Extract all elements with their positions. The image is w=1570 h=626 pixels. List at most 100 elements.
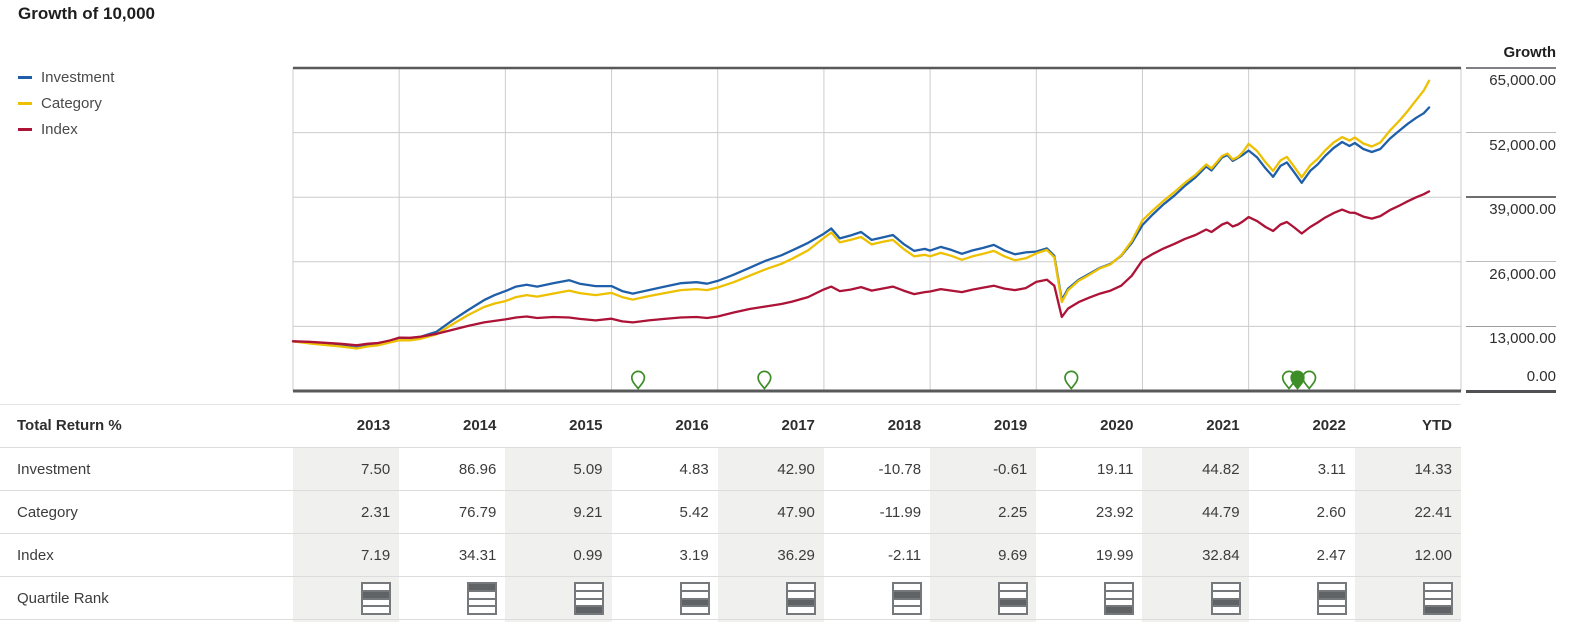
return-value-cell: 7.19 [360,547,391,564]
axis-tick-line [1466,132,1556,134]
return-value-cell: 22.41 [1414,504,1452,521]
quartile-segment [363,599,390,606]
quartile-rank-icon[interactable] [467,582,498,615]
return-value-cell: 3.19 [679,547,709,564]
quartile-segment [787,591,814,598]
quartile-segment [469,591,496,598]
return-value-cell: 47.90 [777,504,815,521]
quartile-segment [1106,591,1133,598]
row-label-quartile-rank: Quartile Rank [17,590,109,607]
table-row-separator [0,404,1461,405]
axis-tick-label: 52,000.00 [1489,136,1556,154]
manager-change-pin-icon[interactable] [630,370,646,390]
manager-change-pin-icon[interactable] [1064,370,1079,390]
quartile-segment [1318,599,1345,606]
quartile-segment [787,584,814,590]
return-value-cell: 7.50 [360,461,391,478]
column-header: 2017 [781,417,815,434]
chart-legend: Investment Category Index [18,64,114,142]
quartile-rank-icon[interactable] [1423,582,1453,615]
return-value-cell: 34.31 [458,547,497,564]
quartile-segment [469,599,496,606]
quartile-segment [1425,591,1451,598]
row-label-investment: Investment [17,461,91,478]
row-label-category: Category [17,504,78,521]
table-row-separator [0,576,1461,577]
table-row-separator [0,490,1461,491]
legend-item-index[interactable]: Index [18,116,114,142]
column-header: 2016 [675,417,709,434]
series-line-category [291,79,1431,350]
quartile-rank-icon[interactable] [998,582,1029,615]
legend-dash-icon [18,101,32,105]
quartile-segment [1425,607,1451,613]
quartile-segment [894,599,921,606]
quartile-rank-icon[interactable] [1104,582,1135,615]
legend-item-investment[interactable]: Investment [18,64,114,90]
quartile-segment [1106,599,1133,606]
column-header: YTD [1422,417,1452,434]
return-value-cell: 19.11 [1097,461,1134,478]
quartile-segment [1212,599,1239,606]
quartile-segment [575,591,602,598]
axis-tick-label: 0.00 [1526,368,1556,385]
return-value-cell: 12.00 [1414,547,1452,564]
quartile-segment [469,584,496,590]
quartile-segment [1106,584,1133,590]
return-value-cell: 3.11 [1317,461,1346,478]
quartile-rank-icon[interactable] [785,582,816,615]
quartile-segment [1425,599,1451,606]
quartile-segment [1000,607,1027,613]
return-value-cell: -11.99 [879,504,922,521]
quartile-rank-icon[interactable] [1210,582,1241,615]
quartile-rank-icon[interactable] [573,582,604,615]
quartile-segment [1318,607,1345,613]
return-value-cell: 86.96 [458,461,497,478]
return-value-cell: 0.99 [573,547,603,564]
axis-tick-line [1466,261,1556,263]
manager-change-pin-icon[interactable] [757,370,772,390]
quartile-rank-icon[interactable] [1316,582,1347,615]
return-value-cell: 42.90 [777,461,815,478]
row-label-total-return: Total Return % [17,417,122,434]
legend-dash-icon [18,127,32,131]
quartile-segment [1212,591,1239,598]
return-value-cell: 19.99 [1095,547,1134,564]
axis-tick-line [1466,195,1556,199]
legend-item-label: Category [41,94,102,112]
quartile-segment [681,584,708,590]
return-value-cell: 32.84 [1202,547,1240,564]
table-row-separator [0,533,1461,534]
quartile-segment [363,607,390,613]
return-value-cell: 2.31 [360,504,391,521]
quartile-rank-icon[interactable] [679,582,710,615]
axis-tick-label: 13,000.00 [1489,330,1556,348]
table-row-separator [0,447,1461,448]
column-header: 2014 [462,417,497,434]
column-header: 2015 [569,417,603,434]
return-value-cell: 23.92 [1095,504,1134,521]
row-label-index: Index [17,547,54,564]
quartile-segment [1000,591,1027,598]
quartile-segment [894,607,921,613]
manager-change-pin-icon[interactable] [1302,370,1317,390]
manager-change-pin-icon[interactable] [1290,370,1305,390]
axis-tick-line [1466,67,1556,69]
legend-item-category[interactable]: Category [18,90,114,116]
quartile-segment [363,591,390,598]
quartile-segment [575,599,602,606]
axis-tick-label: 39,000.00 [1489,201,1556,219]
return-value-cell: 2.25 [998,504,1028,521]
quartile-rank-icon[interactable] [361,582,392,615]
axis-tick-label: 65,000.00 [1489,72,1556,89]
return-value-cell: -2.11 [888,547,922,564]
return-value-cell: 44.79 [1202,504,1240,521]
return-value-cell: 4.83 [679,461,709,478]
quartile-segment [1425,584,1451,590]
quartile-segment [787,599,814,606]
column-header: 2020 [1100,417,1134,434]
quartile-segment [575,607,602,613]
quartile-rank-icon[interactable] [892,582,923,615]
quartile-segment [1212,607,1239,613]
column-header: 2018 [887,417,922,434]
